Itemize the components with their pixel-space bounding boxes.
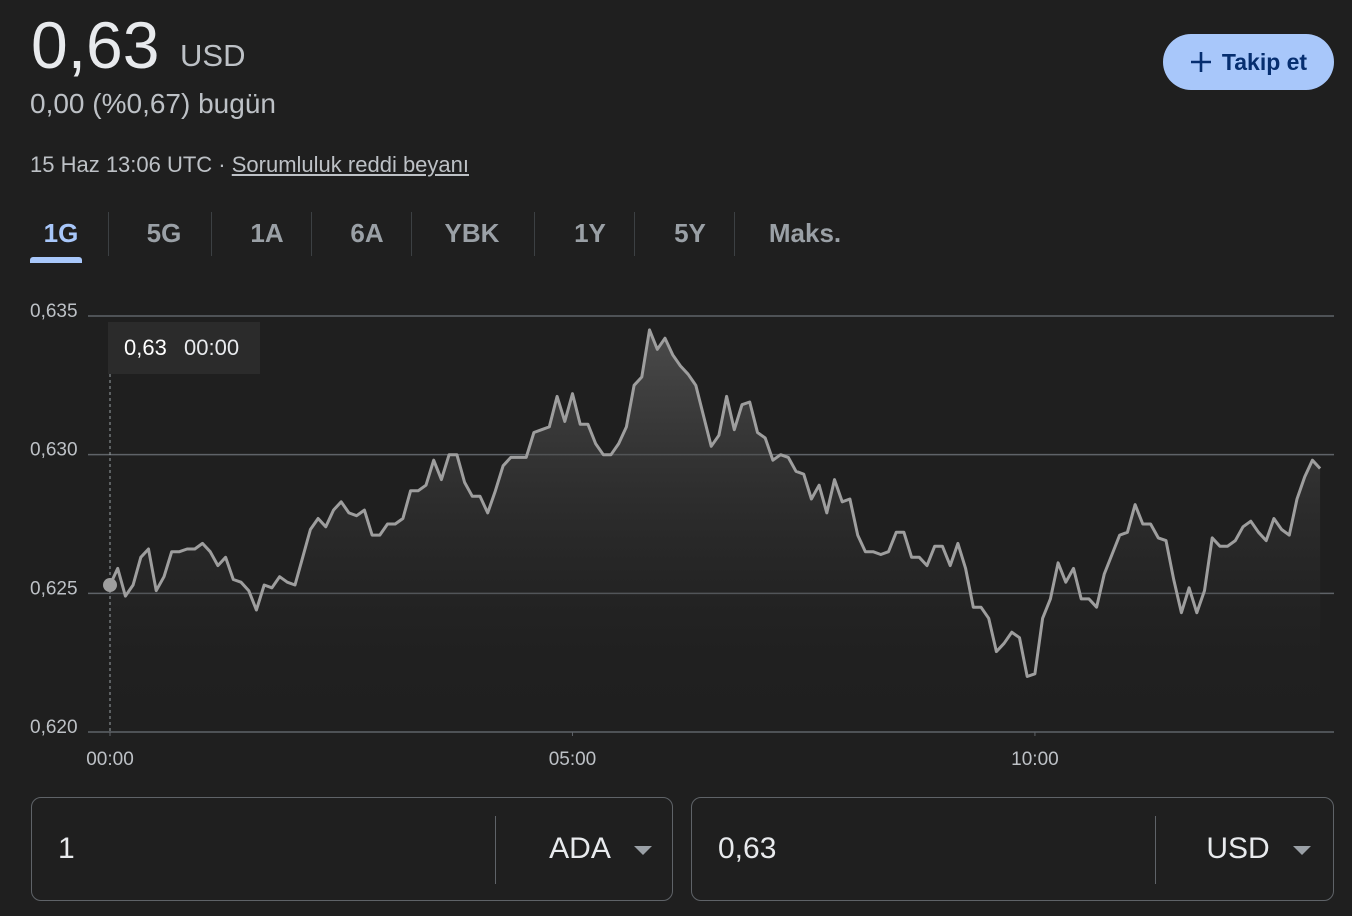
timestamp-row: 15 Haz 13:06 UTC · Sorumluluk reddi beya…: [30, 152, 469, 178]
y-tick-label: 0,630: [30, 440, 78, 461]
tab-separator: [534, 212, 535, 256]
divider: [1155, 816, 1156, 884]
range-tab[interactable]: 1A: [250, 218, 284, 248]
currency: USD: [180, 38, 246, 73]
converter-to[interactable]: [691, 797, 1334, 901]
tab-separator: [311, 212, 312, 256]
change: 0,00 (%0,67) bugün: [30, 88, 276, 119]
follow-label: Takip et: [1221, 48, 1308, 75]
x-tick-label: 10:00: [1011, 749, 1059, 770]
hover-dot: [103, 578, 117, 593]
disclaimer-link[interactable]: Sorumluluk reddi beyanı: [231, 152, 469, 177]
converter-from[interactable]: [31, 797, 673, 901]
range-tab[interactable]: 5G: [146, 218, 182, 248]
range-tab[interactable]: 1Y: [574, 218, 606, 248]
tooltip-time: 00:00: [184, 335, 239, 360]
caret: [634, 846, 652, 855]
tooltip-price: 0,63: [124, 335, 167, 360]
range-tab[interactable]: 5Y: [674, 218, 706, 248]
plus-icon: [1190, 52, 1211, 72]
price: 0,63: [31, 8, 160, 82]
range-tab[interactable]: 6A: [350, 218, 384, 248]
tooltip-box: [108, 322, 260, 374]
price-line: [108, 328, 1322, 678]
tab-separator: [211, 212, 212, 256]
follow-button[interactable]: Takip et: [1163, 34, 1334, 90]
tab-separator: [734, 212, 735, 256]
area-fill: [110, 329, 1321, 732]
range-tab[interactable]: YBK: [444, 218, 500, 248]
tab-separator: [634, 212, 635, 256]
divider: [495, 816, 496, 884]
range-tab[interactable]: 1G: [43, 218, 79, 248]
y-tick-label: 0,620: [30, 717, 78, 738]
to-amount[interactable]: 0,63: [718, 832, 777, 865]
timestamp: 15 Haz 13:06 UTC ·: [30, 152, 232, 177]
x-tick-label: 00:00: [86, 749, 134, 770]
y-tick-label: 0,635: [30, 301, 78, 322]
caret: [1293, 846, 1311, 855]
selected-underline: [30, 257, 82, 263]
x-tick-label: 05:00: [549, 749, 597, 770]
range-tab[interactable]: Maks.: [768, 218, 842, 248]
tab-separator: [108, 212, 109, 256]
to-unit[interactable]: USD: [1206, 832, 1270, 865]
tab-separator: [411, 212, 412, 256]
from-unit[interactable]: ADA: [549, 832, 611, 865]
y-tick-label: 0,625: [30, 578, 78, 599]
from-amount[interactable]: 1: [58, 832, 75, 865]
chart: 0,620 0,625 0,630 0,635 00:00 05:00 10:00 0,63 0…: [30, 301, 1334, 770]
